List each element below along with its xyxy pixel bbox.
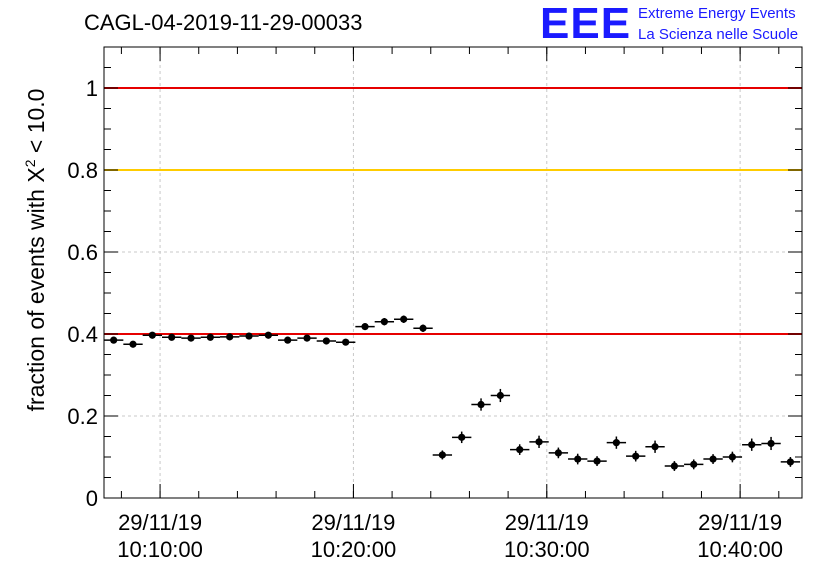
data-point: [535, 438, 543, 446]
data-point: [110, 336, 118, 344]
data-point: [516, 446, 524, 454]
eee-logo: EEE Extreme Energy Events La Scienza nel…: [540, 2, 830, 48]
x-tick-label-date: 29/11/19: [118, 510, 202, 535]
data-point: [690, 460, 698, 468]
data-point: [419, 324, 427, 332]
data-point: [554, 449, 562, 457]
logo-text-line2: La Scienza nelle Scuole: [638, 26, 799, 43]
y-tick-label: 0.6: [67, 240, 98, 265]
x-tick-label-time: 10:10:00: [117, 537, 203, 562]
data-point: [593, 457, 601, 465]
plot-frame: [103, 46, 803, 499]
data-point: [400, 315, 408, 323]
data-point: [651, 443, 659, 451]
data-point: [206, 333, 214, 341]
x-tick-label-date: 29/11/19: [698, 510, 782, 535]
data-point: [129, 340, 137, 348]
y-tick-label: 0.4: [67, 322, 98, 347]
data-point: [786, 458, 794, 466]
y-tick-label: 1: [86, 76, 98, 101]
data-point: [496, 391, 504, 400]
data-point: [612, 439, 620, 447]
data-point: [748, 441, 756, 449]
data-point: [574, 455, 582, 463]
data-point: [632, 452, 640, 460]
data-point: [767, 439, 775, 448]
x-tick-label-date: 29/11/19: [505, 510, 589, 535]
x-tick-label-time: 10:20:00: [311, 537, 397, 562]
data-point: [380, 318, 388, 326]
x-tick-label-date: 29/11/19: [311, 510, 395, 535]
y-tick-label: 0: [86, 486, 98, 511]
logo-text-line1: Extreme Energy Events: [638, 5, 796, 22]
data-point: [303, 334, 311, 342]
data-point: [245, 332, 253, 340]
eee-logo-mark: EEE: [540, 0, 632, 48]
data-point: [226, 333, 234, 341]
data-point: [728, 453, 736, 461]
data-point: [438, 451, 446, 459]
data-point: [168, 333, 176, 341]
data-point: [284, 336, 292, 344]
data-point: [342, 338, 350, 346]
data-point: [709, 455, 717, 463]
chart-title: CAGL-04-2019-11-29-00033: [84, 10, 363, 35]
data-point: [264, 331, 272, 339]
data-point: [361, 323, 369, 331]
data-point: [148, 331, 156, 339]
data-point: [187, 334, 195, 342]
data-point: [322, 337, 330, 345]
y-tick-label: 0.2: [67, 404, 98, 429]
data-point: [670, 462, 678, 470]
data-point: [458, 433, 466, 441]
y-tick-label: 0.8: [67, 158, 98, 183]
data-point: [477, 400, 485, 409]
x-tick-label-time: 10:40:00: [697, 537, 783, 562]
x-tick-label-time: 10:30:00: [504, 537, 590, 562]
